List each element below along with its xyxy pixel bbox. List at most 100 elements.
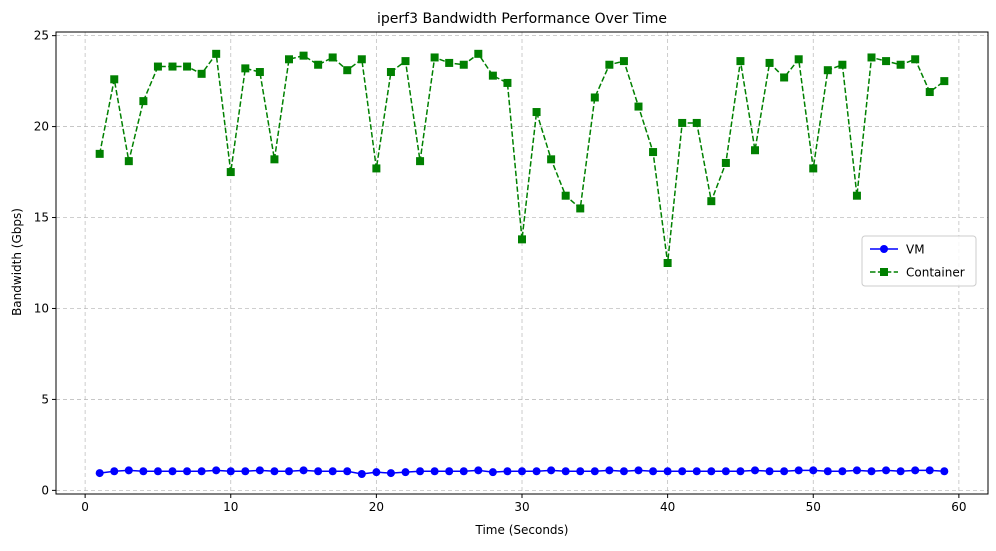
legend-marker: [880, 268, 888, 276]
data-point: [95, 469, 104, 478]
data-point: [634, 466, 643, 475]
data-point: [328, 467, 337, 476]
data-point: [357, 55, 366, 64]
data-point: [809, 466, 818, 475]
data-point: [619, 57, 628, 66]
data-point: [459, 467, 468, 476]
data-point: [561, 191, 570, 200]
data-point: [532, 467, 541, 476]
data-point: [197, 69, 206, 78]
data-point: [547, 155, 556, 164]
data-point: [270, 155, 279, 164]
data-point: [663, 259, 672, 267]
data-point: [940, 77, 949, 86]
data-point: [110, 75, 119, 84]
data-point: [590, 93, 599, 102]
data-point: [95, 149, 104, 158]
data-point: [590, 467, 599, 476]
data-point: [255, 68, 264, 77]
data-point: [430, 467, 439, 476]
data-point: [852, 191, 861, 200]
data-point: [386, 469, 395, 478]
legend-entry: VM: [870, 243, 925, 257]
data-point: [765, 58, 774, 67]
data-point: [430, 53, 439, 62]
data-point: [736, 57, 745, 66]
data-point: [692, 467, 701, 476]
data-point: [838, 60, 847, 69]
data-point: [678, 467, 687, 476]
data-point: [838, 467, 847, 476]
data-point: [503, 467, 512, 476]
data-point: [736, 467, 745, 476]
data-point: [518, 235, 526, 244]
series-container: [95, 49, 949, 267]
data-point: [299, 466, 308, 475]
data-point: [692, 118, 701, 127]
data-point: [532, 108, 541, 117]
x-tick-label: 50: [806, 500, 821, 514]
legend-label: VM: [906, 243, 925, 257]
data-point: [474, 466, 483, 475]
data-point: [619, 467, 628, 476]
data-point: [547, 466, 556, 475]
data-point: [649, 467, 658, 476]
data-point: [416, 157, 425, 166]
data-point: [343, 467, 352, 476]
data-point: [328, 53, 337, 62]
x-tick-label: 10: [223, 500, 238, 514]
data-point: [401, 468, 410, 477]
data-point: [285, 467, 293, 476]
x-tick-label: 30: [514, 500, 529, 514]
data-point: [503, 78, 512, 87]
data-point: [678, 118, 687, 127]
legend-marker: [880, 245, 888, 253]
data-point: [110, 467, 119, 476]
data-point: [576, 204, 585, 213]
data-point: [212, 49, 221, 58]
data-point: [372, 468, 381, 477]
data-point: [925, 466, 934, 475]
data-point: [925, 88, 934, 97]
data-point: [226, 467, 235, 476]
data-point: [445, 467, 454, 476]
x-tick-label: 40: [660, 500, 675, 514]
data-point: [183, 62, 192, 71]
data-point: [212, 466, 221, 475]
data-point: [124, 157, 133, 166]
data-point: [721, 467, 730, 476]
data-point: [852, 466, 861, 475]
data-point: [605, 466, 614, 475]
y-tick-label: 20: [34, 120, 49, 134]
data-point: [911, 55, 920, 64]
data-point: [285, 55, 293, 64]
data-point: [197, 467, 206, 476]
x-tick-label: 0: [81, 500, 89, 514]
data-point: [940, 467, 949, 476]
data-point: [314, 60, 323, 69]
y-axis-label: Bandwidth (Gbps): [10, 208, 24, 316]
data-point: [867, 53, 876, 62]
data-point: [576, 467, 585, 476]
data-point: [707, 467, 716, 476]
data-point: [372, 164, 381, 173]
y-tick-label: 5: [41, 392, 49, 406]
data-point: [765, 467, 774, 476]
legend: VM Container: [861, 235, 977, 287]
data-point: [299, 51, 308, 60]
series-line: [98, 51, 945, 264]
data-point: [751, 146, 759, 155]
data-point: [183, 467, 192, 476]
data-point: [823, 66, 832, 75]
data-point: [911, 466, 920, 475]
data-point: [153, 467, 162, 476]
data-point: [896, 60, 905, 69]
data-point: [488, 71, 497, 80]
series-vm: [95, 466, 949, 478]
data-point: [314, 467, 323, 476]
data-point: [794, 466, 803, 475]
x-tick-label: 60: [951, 500, 966, 514]
